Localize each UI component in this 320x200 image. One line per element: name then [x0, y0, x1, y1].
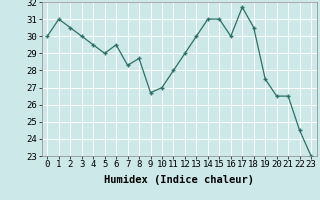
X-axis label: Humidex (Indice chaleur): Humidex (Indice chaleur) [104, 175, 254, 185]
